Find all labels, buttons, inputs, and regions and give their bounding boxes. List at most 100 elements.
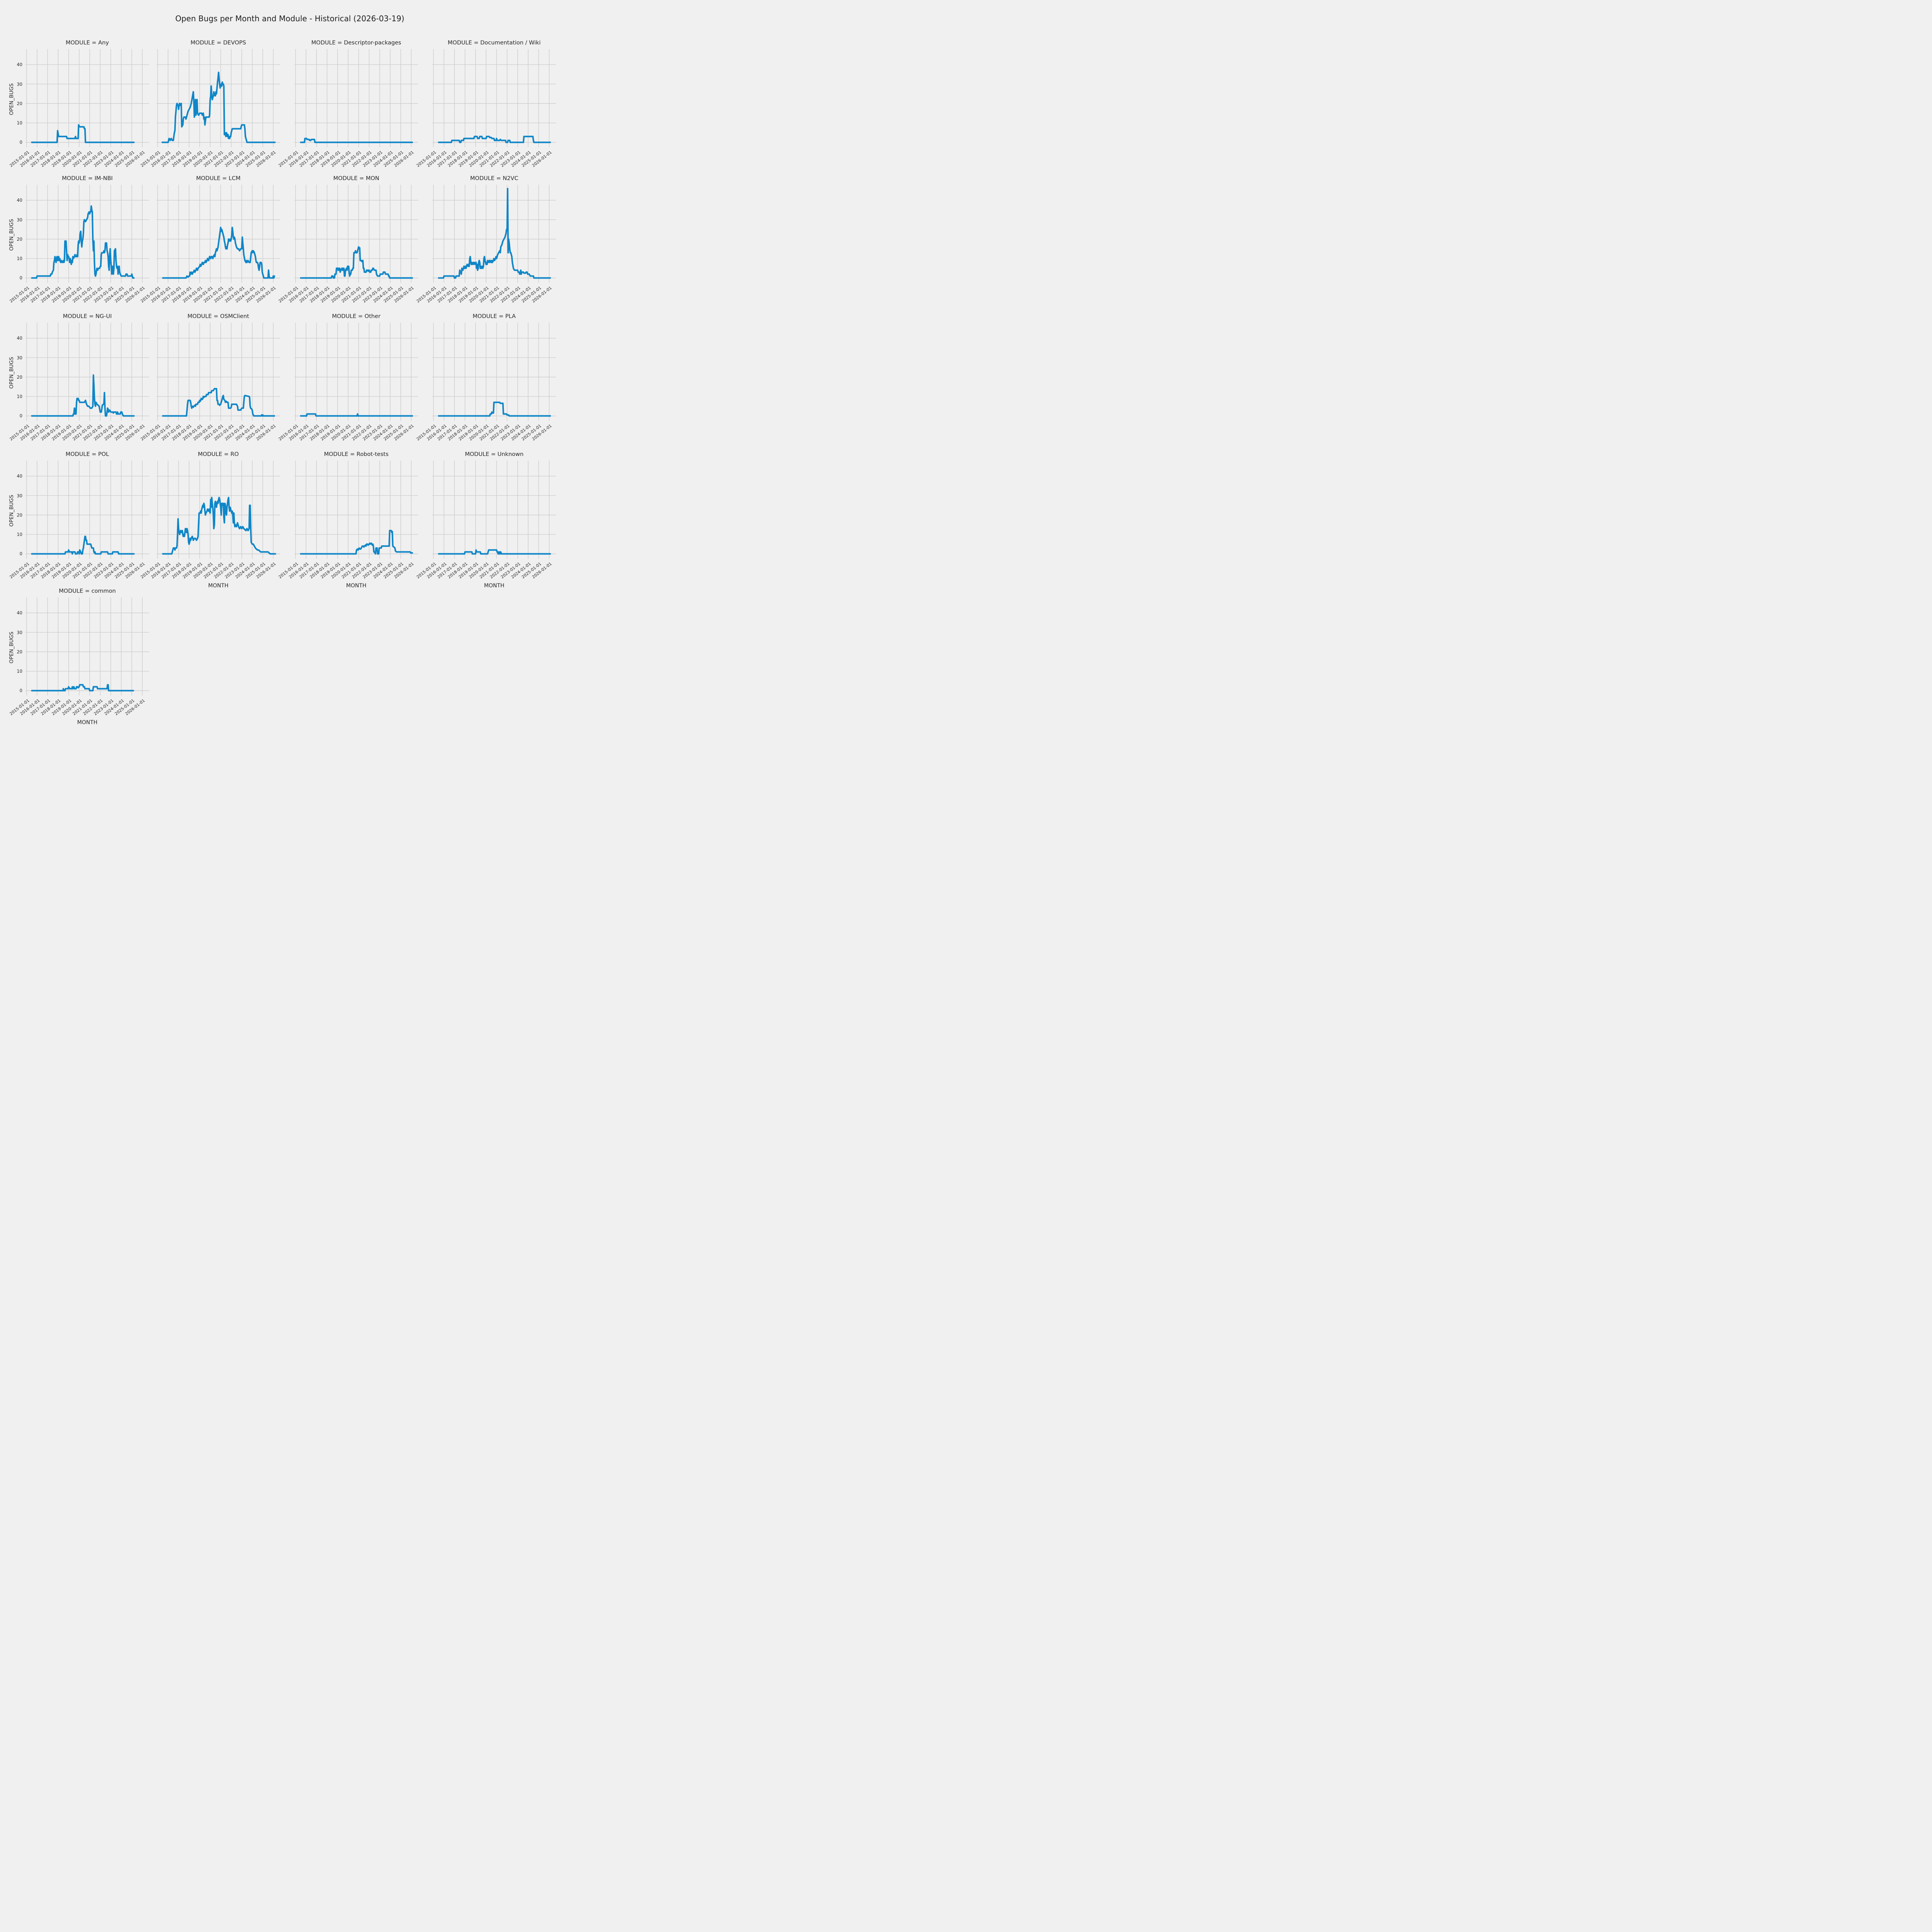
- bugs-line-IM-NBI: [31, 205, 135, 279]
- y-tick-label: 10: [17, 668, 22, 674]
- y-tick-label: 30: [17, 355, 22, 361]
- gridlines: [26, 597, 149, 696]
- gridlines: [294, 49, 418, 147]
- x-axis-label: MONTH: [346, 583, 367, 589]
- gridlines: [294, 185, 418, 283]
- chart-svg-Robot-tests: [294, 461, 418, 559]
- subplot-title-POL: MODULE = POL: [65, 451, 109, 457]
- y-tick-label: 20: [17, 374, 22, 380]
- bugs-line-Documentation / Wiki: [438, 136, 551, 143]
- y-tick-label: 0: [19, 139, 22, 145]
- y-tick-label: 20: [17, 100, 22, 106]
- y-tick-label: 40: [17, 197, 22, 203]
- chart-svg-PLA: [432, 323, 556, 421]
- bugs-line-Descriptor-packages: [300, 138, 413, 143]
- subplot-title-LCM: MODULE = LCM: [196, 175, 241, 182]
- y-tick-label: 10: [17, 120, 22, 126]
- gridlines: [156, 461, 280, 559]
- subplot-title-Unknown: MODULE = Unknown: [465, 451, 524, 457]
- y-tick-label: 40: [17, 610, 22, 616]
- chart-svg-POL: [26, 461, 149, 559]
- subplot-title-Robot-tests: MODULE = Robot-tests: [324, 451, 389, 457]
- subplot-title-Descriptor-packages: MODULE = Descriptor-packages: [311, 40, 401, 46]
- x-axis-label: MONTH: [77, 719, 98, 726]
- y-tick-label: 20: [17, 512, 22, 518]
- subplot-title-DEVOPS: MODULE = DEVOPS: [190, 40, 246, 46]
- y-tick-label: 0: [19, 275, 22, 281]
- y-axis-label: OPEN_BUGS: [9, 83, 15, 115]
- facet-grid: MODULE = Any 2015-01-01 2016-01-01 2017-01-…: [0, 0, 580, 726]
- y-tick-label: 20: [17, 236, 22, 242]
- bugs-line-RO: [162, 497, 276, 555]
- y-tick-label: 10: [17, 256, 22, 262]
- bugs-line-DEVOPS: [162, 71, 276, 143]
- gridlines: [156, 323, 280, 421]
- bugs-line-N2VC: [438, 188, 551, 279]
- bugs-line-OSMClient: [162, 388, 275, 417]
- y-axis-label: OPEN_BUGS: [9, 219, 15, 251]
- bugs-line-NG-UI: [31, 374, 135, 417]
- chart-svg-Other: [294, 323, 418, 421]
- chart-svg-common: [26, 597, 149, 696]
- subplot-title-PLA: MODULE = PLA: [473, 313, 516, 320]
- chart-svg-IM-NBI: [26, 185, 149, 283]
- bugs-line-POL: [31, 536, 135, 555]
- chart-svg-RO: [156, 461, 280, 559]
- chart-svg-LCM: [156, 185, 280, 283]
- bugs-line-LCM: [162, 226, 275, 279]
- chart-svg-DEVOPS: [156, 49, 280, 147]
- chart-svg-Descriptor-packages: [294, 49, 418, 147]
- bugs-line-Other: [300, 413, 413, 417]
- gridlines: [294, 323, 418, 421]
- chart-svg-Documentation / Wiki: [432, 49, 556, 147]
- y-axis-label: OPEN_BUGS: [9, 357, 15, 389]
- y-tick-label: 10: [17, 394, 22, 400]
- y-axis-label: OPEN_BUGS: [9, 631, 15, 663]
- y-tick-label: 20: [17, 649, 22, 655]
- y-tick-label: 40: [17, 335, 22, 341]
- gridlines: [26, 49, 149, 147]
- x-axis-label: MONTH: [208, 583, 229, 589]
- gridlines: [432, 461, 556, 559]
- y-tick-label: 0: [19, 551, 22, 557]
- gridlines: [26, 185, 149, 283]
- y-tick-label: 30: [17, 629, 22, 635]
- x-axis-label: MONTH: [484, 583, 505, 589]
- bugs-line-PLA: [438, 401, 551, 417]
- subplot-title-Other: MODULE = Other: [332, 313, 381, 320]
- chart-svg-Unknown: [432, 461, 556, 559]
- chart-svg-Any: [26, 49, 149, 147]
- y-tick-label: 30: [17, 493, 22, 498]
- bugs-line-Any: [31, 124, 135, 143]
- gridlines: [26, 461, 149, 559]
- subplot-title-OSMClient: MODULE = OSMClient: [187, 313, 249, 320]
- chart-svg-N2VC: [432, 185, 556, 283]
- y-tick-label: 10: [17, 532, 22, 537]
- subplot-title-Documentation / Wiki: MODULE = Documentation / Wiki: [447, 40, 541, 46]
- figure: Open Bugs per Month and Module - Histori…: [0, 0, 580, 726]
- bugs-line-Unknown: [438, 549, 551, 555]
- subplot-title-RO: MODULE = RO: [198, 451, 239, 457]
- y-tick-label: 0: [19, 413, 22, 419]
- gridlines: [156, 185, 280, 283]
- chart-svg-NG-UI: [26, 323, 149, 421]
- subplot-title-N2VC: MODULE = N2VC: [470, 175, 519, 182]
- chart-svg-MON: [294, 185, 418, 283]
- bugs-line-Robot-tests: [300, 530, 413, 555]
- y-tick-label: 40: [17, 62, 22, 68]
- y-tick-label: 40: [17, 473, 22, 479]
- bugs-line-common: [31, 684, 134, 692]
- gridlines: [432, 49, 556, 147]
- subplot-title-NG-UI: MODULE = NG-UI: [63, 313, 112, 320]
- chart-svg-OSMClient: [156, 323, 280, 421]
- y-tick-label: 30: [17, 217, 22, 223]
- gridlines: [432, 185, 556, 283]
- gridlines: [294, 461, 418, 559]
- subplot-title-IM-NBI: MODULE = IM-NBI: [62, 175, 113, 182]
- y-axis-label: OPEN_BUGS: [9, 495, 15, 527]
- subplot-title-Any: MODULE = Any: [66, 40, 109, 46]
- gridlines: [432, 323, 556, 421]
- subplot-title-common: MODULE = common: [59, 588, 116, 594]
- subplot-title-MON: MODULE = MON: [333, 175, 379, 182]
- y-tick-label: 30: [17, 81, 22, 87]
